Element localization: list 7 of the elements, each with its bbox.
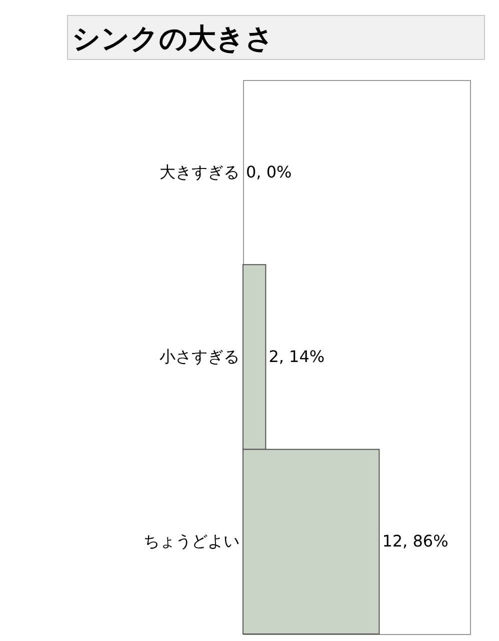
y-tick-label: 小さすぎる bbox=[160, 347, 240, 366]
chart-title: シンクの大きさ bbox=[67, 15, 485, 60]
y-tick-label: ちょうどよい bbox=[144, 532, 240, 551]
data-label: 0, 0% bbox=[246, 162, 292, 182]
data-label: 12, 86% bbox=[382, 532, 448, 551]
y-tick-label: 大きすぎる bbox=[160, 162, 240, 182]
data-label: 2, 14% bbox=[268, 347, 325, 366]
